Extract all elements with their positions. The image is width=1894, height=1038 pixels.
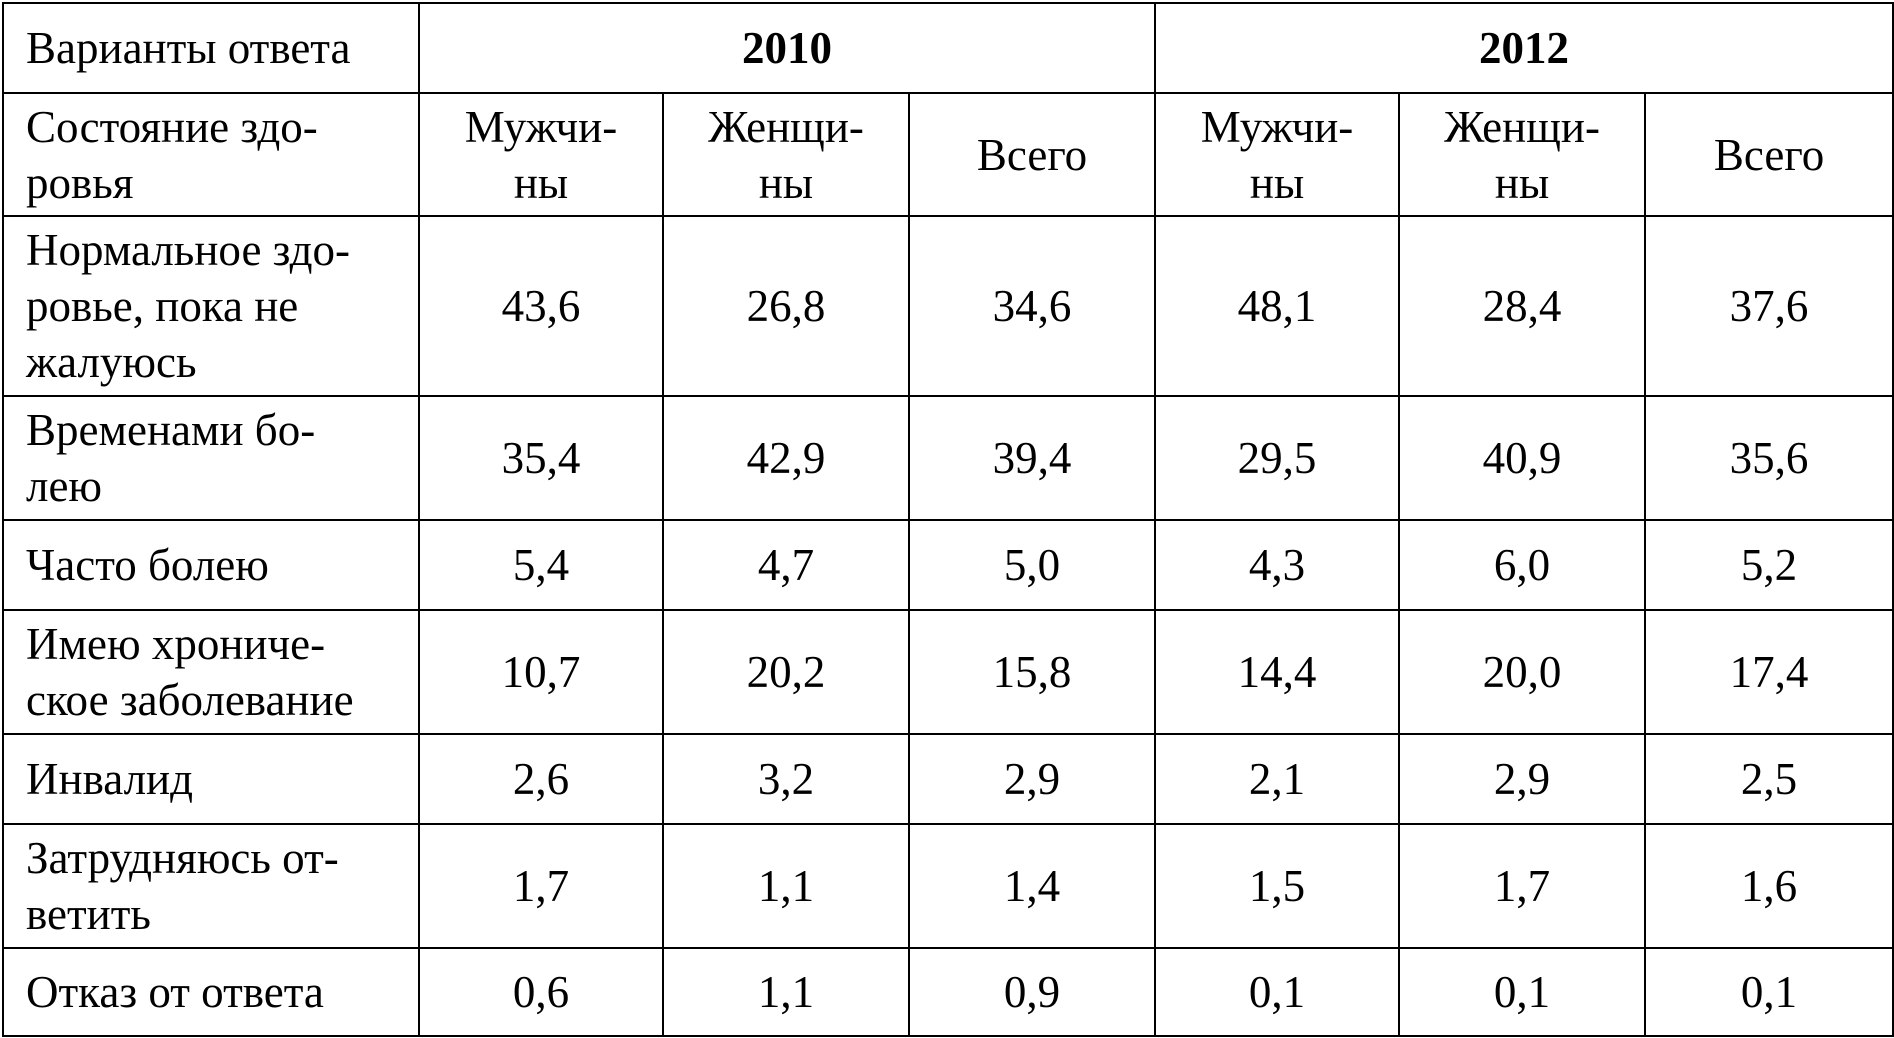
table-cell: 26,8 (662, 215, 910, 397)
subheader-total-2010: Всего (907, 92, 1157, 217)
subheader-women-2012: Женщи- ны (1398, 92, 1647, 217)
row-label: Отказ от ответа (2, 947, 420, 1037)
table-cell: 4,7 (662, 519, 910, 611)
table-cell: 4,3 (1154, 519, 1401, 611)
table-cell: 14,4 (1154, 609, 1401, 735)
table-row: Инвалид 2,6 3,2 2,9 2,1 2,9 2,5 (2, 733, 1894, 825)
table-row: Затрудняюсь от- ветить 1,7 1,1 1,4 1,5 1… (2, 823, 1894, 949)
row-label: Часто болею (2, 519, 420, 611)
year-header-2010: 2010 (417, 2, 1157, 94)
table-cell: 39,4 (907, 395, 1157, 521)
table-cell: 34,6 (907, 215, 1157, 397)
table-cell: 20,2 (662, 609, 910, 735)
table-cell: 1,7 (1398, 823, 1647, 949)
table-cell: 1,6 (1644, 823, 1894, 949)
year-header-2012: 2012 (1154, 2, 1894, 94)
row-label: Инвалид (2, 733, 420, 825)
table-cell: 42,9 (662, 395, 910, 521)
table-cell: 6,0 (1398, 519, 1647, 611)
table-cell: 1,7 (418, 823, 664, 949)
row-label: Имею хрониче- ское заболевание (2, 609, 420, 735)
table-cell: 1,1 (662, 823, 910, 949)
table-cell: 0,1 (1398, 947, 1647, 1037)
table-cell: 28,4 (1398, 215, 1647, 397)
table-cell: 40,9 (1398, 395, 1647, 521)
table-cell: 20,0 (1398, 609, 1647, 735)
table-cell: 2,9 (1398, 733, 1647, 825)
table-cell: 1,1 (662, 947, 910, 1037)
table-cell: 1,5 (1154, 823, 1401, 949)
subheader-men-2012: Мужчи- ны (1154, 92, 1401, 217)
table-cell: 0,1 (1644, 947, 1894, 1037)
subheader-label: Состояние здо- ровья (2, 92, 420, 217)
table-cell: 35,6 (1644, 395, 1894, 521)
table-cell: 43,6 (418, 215, 664, 397)
table-cell: 5,4 (418, 519, 664, 611)
table-cell: 3,2 (662, 733, 910, 825)
table-cell: 2,9 (907, 733, 1157, 825)
row-label: Затрудняюсь от- ветить (2, 823, 420, 949)
table-cell: 2,6 (418, 733, 664, 825)
table-row: Отказ от ответа 0,6 1,1 0,9 0,1 0,1 0,1 (2, 947, 1894, 1037)
table-cell: 5,0 (907, 519, 1157, 611)
row-label: Нормальное здо- ровье, пока не жалуюсь (2, 215, 420, 397)
table-cell: 48,1 (1154, 215, 1401, 397)
subheader-total-2012: Всего (1644, 92, 1894, 217)
table-row: Часто болею 5,4 4,7 5,0 4,3 6,0 5,2 (2, 519, 1894, 611)
table-cell: 0,1 (1154, 947, 1401, 1037)
table-cell: 17,4 (1644, 609, 1894, 735)
subheader-women-2010: Женщи- ны (662, 92, 910, 217)
table-cell: 10,7 (418, 609, 664, 735)
header-row-years: Варианты ответа 2010 2012 (2, 2, 1894, 94)
table-cell: 5,2 (1644, 519, 1894, 611)
table-cell: 2,1 (1154, 733, 1401, 825)
table-cell: 15,8 (907, 609, 1157, 735)
row-label: Временами бо- лею (2, 395, 420, 521)
table-row: Временами бо- лею 35,4 42,9 39,4 29,5 40… (2, 395, 1894, 521)
table-cell: 37,6 (1644, 215, 1894, 397)
table-cell: 2,5 (1644, 733, 1894, 825)
table-cell: 0,6 (418, 947, 664, 1037)
table-cell: 0,9 (907, 947, 1157, 1037)
corner-label: Варианты ответа (2, 2, 420, 94)
table-row: Нормальное здо- ровье, пока не жалуюсь 4… (2, 215, 1894, 397)
subheader-men-2010: Мужчи- ны (418, 92, 664, 217)
table-row: Имею хрониче- ское заболевание 10,7 20,2… (2, 609, 1894, 735)
table-cell: 29,5 (1154, 395, 1401, 521)
header-row-subcolumns: Состояние здо- ровья Мужчи- ны Женщи- ны… (2, 92, 1894, 217)
table-cell: 1,4 (907, 823, 1157, 949)
table-cell: 35,4 (418, 395, 664, 521)
